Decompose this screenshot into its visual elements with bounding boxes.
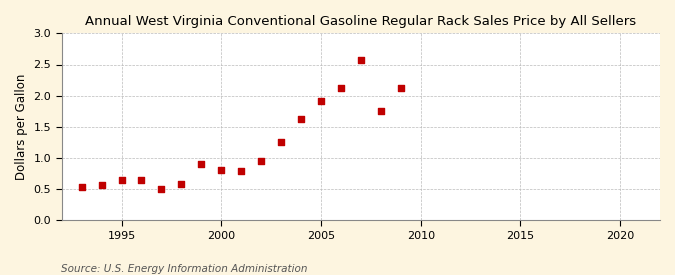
- Point: [396, 86, 406, 90]
- Title: Annual West Virginia Conventional Gasoline Regular Rack Sales Price by All Selle: Annual West Virginia Conventional Gasoli…: [85, 15, 637, 28]
- Point: [196, 161, 207, 166]
- Point: [136, 178, 147, 183]
- Point: [316, 99, 327, 103]
- Point: [97, 183, 107, 187]
- Y-axis label: Dollars per Gallon: Dollars per Gallon: [15, 74, 28, 180]
- Point: [356, 58, 367, 62]
- Point: [116, 178, 127, 182]
- Point: [236, 169, 246, 173]
- Text: Source: U.S. Energy Information Administration: Source: U.S. Energy Information Administ…: [61, 264, 307, 274]
- Point: [256, 159, 267, 163]
- Point: [76, 185, 87, 189]
- Point: [335, 85, 346, 90]
- Point: [296, 117, 306, 121]
- Point: [375, 109, 386, 114]
- Point: [216, 168, 227, 173]
- Point: [176, 182, 187, 186]
- Point: [275, 140, 286, 144]
- Point: [156, 187, 167, 191]
